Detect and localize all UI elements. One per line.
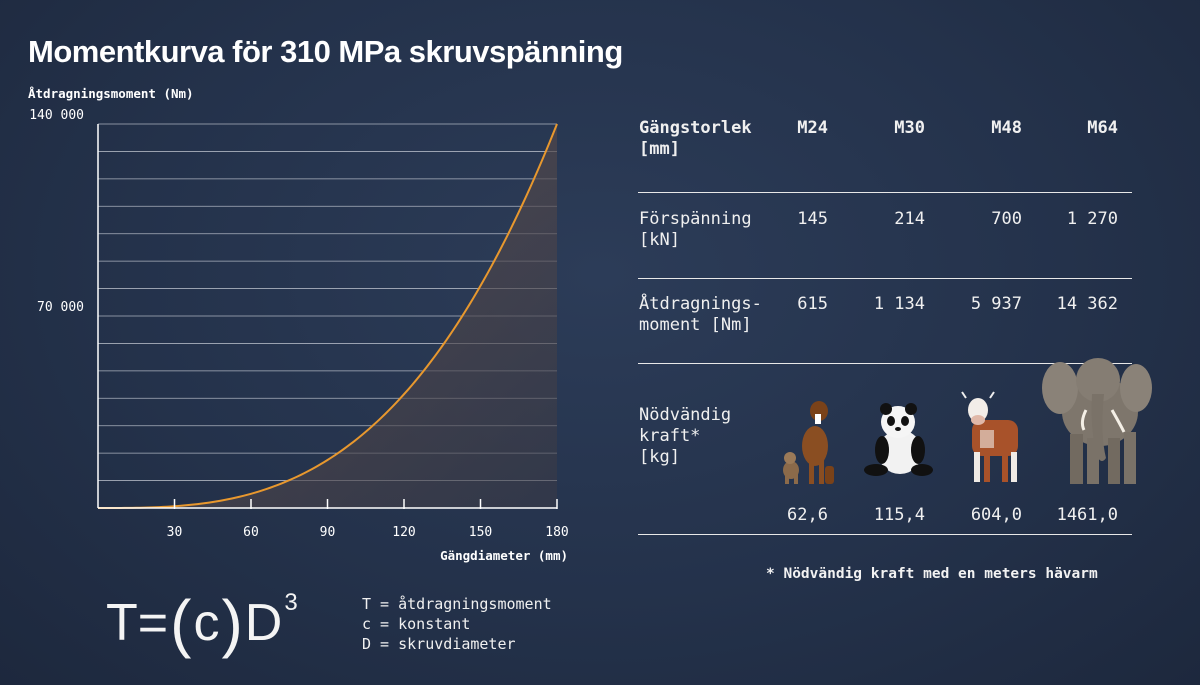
force-value: 1461,0 <box>1056 505 1118 525</box>
formula-t: T <box>106 594 138 652</box>
table-divider <box>638 278 1132 279</box>
dog-icon <box>783 401 834 484</box>
legend-line: T = åtdragningsmoment <box>362 595 552 613</box>
formula-legend: T = åtdragningsmoment c = konstant D = s… <box>362 594 552 654</box>
torque-value: 615 <box>797 294 828 314</box>
cow-icon <box>961 391 1018 482</box>
preload-value: 1 270 <box>1066 209 1118 229</box>
formula-open-paren: ( <box>170 587 192 659</box>
torque-value: 14 362 <box>1056 294 1118 314</box>
preload-label: Förspänning [kN] <box>639 209 752 250</box>
x-tick-label: 180 <box>545 525 568 540</box>
force-value: 62,6 <box>787 505 828 525</box>
x-axis-label: Gängdiameter (mm) <box>440 548 568 563</box>
formula-eq: = <box>137 594 169 652</box>
size-m48: M48 <box>991 118 1022 138</box>
force-value: 115,4 <box>873 505 925 525</box>
size-m24: M24 <box>797 118 828 138</box>
size-m30: M30 <box>894 118 925 138</box>
panda-icon <box>864 403 933 476</box>
footnote: * Nödvändig kraft med en meters hävarm <box>766 566 1098 582</box>
preload-value: 214 <box>894 209 925 229</box>
formula-d: D <box>244 594 283 652</box>
legend-line: c = konstant <box>362 615 471 633</box>
x-tick-label: 60 <box>243 525 259 540</box>
torque-formula: T = ( c ) D 3 <box>106 587 298 659</box>
torque-label: Åtdragnings- moment [Nm] <box>639 294 762 335</box>
preload-value: 145 <box>797 209 828 229</box>
x-tick-label: 120 <box>392 525 415 540</box>
table-divider <box>638 363 1132 364</box>
formula-close-paren: ) <box>221 587 243 659</box>
formula-c: c <box>193 594 220 652</box>
x-tick-label: 30 <box>167 525 183 540</box>
legend-line: D = skruvdiameter <box>362 635 516 653</box>
page-title: Momentkurva för 310 MPa skruvspänning <box>28 34 623 69</box>
torque-chart: 30 60 90 120 150 180 140 000 70 000 Åtdragning… <box>28 86 569 563</box>
elephant-icon <box>1042 358 1152 484</box>
torque-value: 5 937 <box>970 294 1022 314</box>
y-tick-label: 140 000 <box>29 108 84 123</box>
force-label: Nödvändig kraft* [kg] <box>639 405 732 467</box>
formula-exponent: 3 <box>284 589 298 616</box>
size-m64: M64 <box>1087 118 1118 138</box>
table-divider <box>638 534 1132 535</box>
curve-area <box>98 124 557 508</box>
torque-value: 1 134 <box>873 294 925 314</box>
x-tick-label: 90 <box>320 525 336 540</box>
table-header-label: Gängstorlek [mm] <box>639 118 752 159</box>
y-tick-label: 70 000 <box>37 300 84 315</box>
y-axis-label: Åtdragningsmoment (Nm) <box>28 86 194 101</box>
x-tick-label: 150 <box>469 525 492 540</box>
preload-value: 700 <box>991 209 1022 229</box>
force-value: 604,0 <box>970 505 1022 525</box>
table-divider <box>638 192 1132 193</box>
